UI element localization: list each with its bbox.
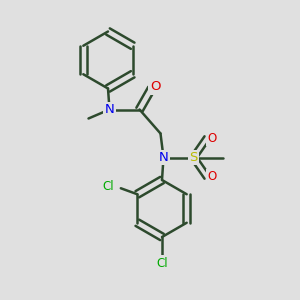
- Text: Cl: Cl: [156, 256, 168, 270]
- Text: O: O: [208, 170, 217, 184]
- Text: O: O: [150, 80, 160, 94]
- Text: N: N: [159, 151, 168, 164]
- Text: Cl: Cl: [103, 180, 114, 193]
- Text: N: N: [105, 103, 114, 116]
- Text: O: O: [208, 131, 217, 145]
- Text: S: S: [189, 151, 198, 164]
